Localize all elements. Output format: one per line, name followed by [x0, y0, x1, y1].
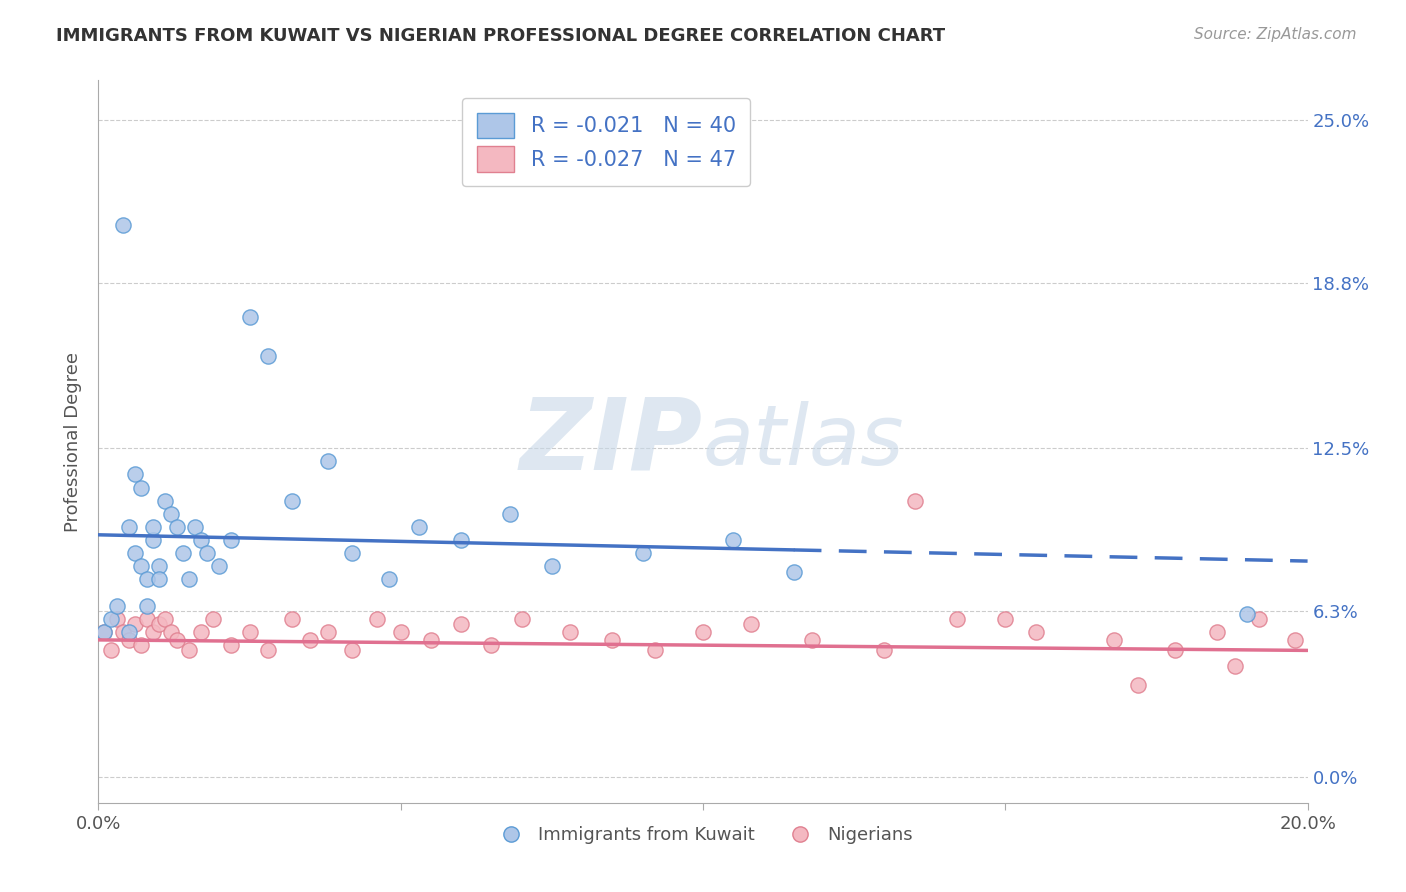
- Point: [1236, 607, 1258, 621]
- Point: [100, 643, 122, 657]
- Point: [783, 565, 806, 579]
- Text: ZIP: ZIP: [520, 393, 703, 490]
- Point: [153, 612, 176, 626]
- Point: [124, 617, 146, 632]
- Point: [111, 625, 134, 640]
- Point: [1249, 612, 1271, 626]
- Point: [166, 632, 188, 647]
- Point: [1163, 643, 1185, 657]
- Point: [124, 546, 146, 560]
- Point: [540, 559, 562, 574]
- Point: [100, 612, 122, 626]
- Point: [644, 643, 666, 657]
- Point: [740, 617, 762, 632]
- Point: [160, 625, 183, 640]
- Point: [166, 520, 188, 534]
- Point: [142, 625, 165, 640]
- Point: [498, 507, 520, 521]
- Point: [93, 625, 115, 640]
- Point: [256, 349, 278, 363]
- Point: [153, 493, 176, 508]
- Point: [316, 454, 339, 468]
- Point: [1206, 625, 1229, 640]
- Point: [221, 533, 243, 547]
- Point: [342, 546, 364, 560]
- Point: [904, 493, 927, 508]
- Point: [135, 612, 157, 626]
- Point: [342, 643, 364, 657]
- Point: [450, 617, 472, 632]
- Point: [420, 632, 443, 647]
- Point: [377, 573, 399, 587]
- Text: atlas: atlas: [703, 401, 904, 482]
- Point: [1223, 659, 1246, 673]
- Point: [148, 559, 170, 574]
- Text: Source: ZipAtlas.com: Source: ZipAtlas.com: [1194, 27, 1357, 42]
- Point: [148, 573, 170, 587]
- Point: [800, 632, 823, 647]
- Point: [142, 520, 165, 534]
- Point: [208, 559, 231, 574]
- Point: [450, 533, 472, 547]
- Point: [692, 625, 714, 640]
- Point: [179, 643, 201, 657]
- Point: [558, 625, 581, 640]
- Point: [408, 520, 430, 534]
- Point: [111, 218, 134, 232]
- Point: [148, 617, 170, 632]
- Point: [316, 625, 339, 640]
- Point: [481, 638, 503, 652]
- Point: [723, 533, 745, 547]
- Point: [105, 599, 128, 613]
- Y-axis label: Professional Degree: Professional Degree: [65, 351, 83, 532]
- Point: [124, 467, 146, 482]
- Point: [172, 546, 194, 560]
- Point: [118, 632, 141, 647]
- Point: [366, 612, 388, 626]
- Point: [160, 507, 183, 521]
- Point: [135, 599, 157, 613]
- Point: [631, 546, 654, 560]
- Point: [510, 612, 533, 626]
- Point: [118, 520, 141, 534]
- Point: [184, 520, 207, 534]
- Point: [105, 612, 128, 626]
- Point: [179, 573, 201, 587]
- Point: [299, 632, 322, 647]
- Text: IMMIGRANTS FROM KUWAIT VS NIGERIAN PROFESSIONAL DEGREE CORRELATION CHART: IMMIGRANTS FROM KUWAIT VS NIGERIAN PROFE…: [56, 27, 945, 45]
- Point: [190, 533, 212, 547]
- Point: [202, 612, 225, 626]
- Point: [256, 643, 278, 657]
- Point: [239, 625, 262, 640]
- Point: [190, 625, 212, 640]
- Legend: Immigrants from Kuwait, Nigerians: Immigrants from Kuwait, Nigerians: [486, 819, 920, 852]
- Point: [142, 533, 165, 547]
- Point: [221, 638, 243, 652]
- Point: [1284, 632, 1306, 647]
- Point: [129, 559, 152, 574]
- Point: [129, 481, 152, 495]
- Point: [129, 638, 152, 652]
- Point: [1128, 677, 1150, 691]
- Point: [1024, 625, 1046, 640]
- Point: [93, 625, 115, 640]
- Point: [994, 612, 1017, 626]
- Point: [195, 546, 218, 560]
- Point: [873, 643, 896, 657]
- Point: [281, 612, 304, 626]
- Point: [281, 493, 304, 508]
- Point: [239, 310, 262, 324]
- Point: [946, 612, 969, 626]
- Point: [602, 632, 624, 647]
- Point: [135, 573, 157, 587]
- Point: [389, 625, 412, 640]
- Point: [118, 625, 141, 640]
- Point: [1102, 632, 1125, 647]
